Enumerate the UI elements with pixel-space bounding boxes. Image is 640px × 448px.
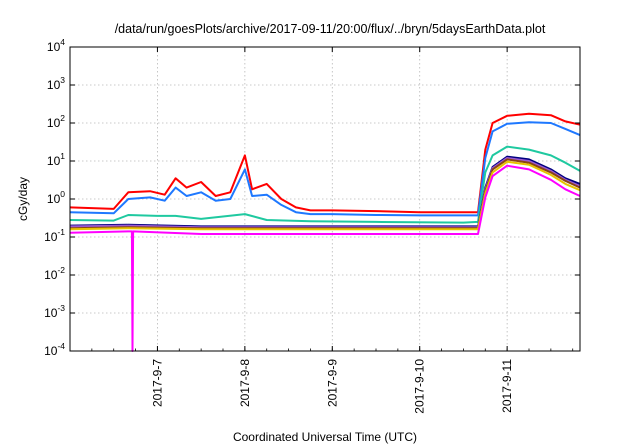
series-group (69, 112, 581, 352)
x-axis: 2017-9-7 2017-9-8 2017-9-9 2017-9-10 2017-9-… (91, 47, 574, 414)
chart-title: /data/run/goesPlots/archive/2017-09-11/2… (115, 22, 546, 36)
x-tick-label: 2017-9-11 (500, 359, 514, 413)
y-tick-label: 10-2 (44, 265, 65, 282)
x-tick-label: 2017-9-8 (238, 359, 252, 407)
series-line-3 (69, 145, 581, 224)
y-tick-label: 101 (47, 151, 65, 168)
x-axis-label: Coordinated Universal Time (UTC) (233, 430, 417, 444)
y-tick-label: 10-1 (44, 227, 65, 244)
y-tick-label: 102 (47, 113, 65, 130)
series-line-6 (69, 158, 581, 230)
series-line-8 (69, 164, 581, 352)
y-tick-label: 10-4 (44, 341, 65, 358)
x-tick-label: 2017-9-9 (325, 359, 339, 407)
y-axis: 10-4 10-3 10-2 10-1 100 101 102 103 104 (44, 37, 580, 358)
y-tick-label: 100 (47, 189, 65, 206)
y-tick-label: 10-3 (44, 303, 65, 320)
series-line-1 (69, 112, 581, 214)
x-tick-label: 2017-9-7 (150, 359, 164, 407)
series-line-7 (69, 160, 581, 231)
series-line-2 (69, 121, 581, 217)
y-axis-label: cGy/day (16, 177, 30, 221)
grid (70, 47, 580, 351)
x-tick-label: 2017-9-10 (413, 359, 427, 414)
y-tick-label: 104 (47, 37, 65, 54)
y-tick-label: 103 (47, 75, 65, 92)
